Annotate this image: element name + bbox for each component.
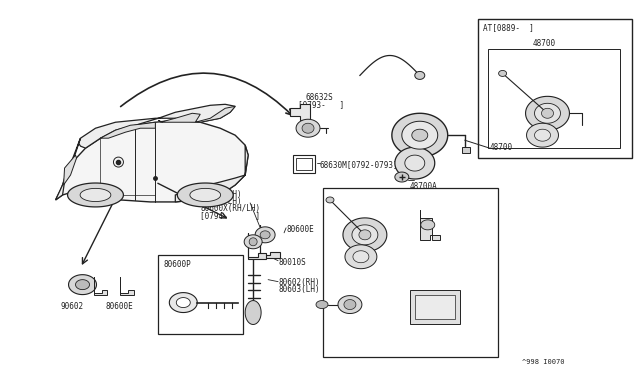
Polygon shape (290, 104, 310, 120)
Polygon shape (405, 155, 425, 171)
Text: AT[0889-  ]: AT[0889- ] (483, 23, 534, 33)
Polygon shape (190, 188, 221, 202)
Polygon shape (195, 106, 235, 122)
Polygon shape (255, 227, 275, 243)
Polygon shape (296, 119, 320, 137)
Polygon shape (412, 129, 428, 141)
Text: 80603(LH): 80603(LH) (278, 285, 320, 294)
Text: 48700: 48700 (490, 143, 513, 152)
Polygon shape (499, 70, 507, 76)
Polygon shape (344, 299, 356, 310)
Polygon shape (343, 218, 387, 252)
Bar (158, 255, 243, 334)
Polygon shape (177, 183, 233, 207)
Polygon shape (353, 251, 369, 263)
Polygon shape (541, 108, 554, 118)
Polygon shape (338, 296, 362, 314)
Polygon shape (345, 245, 377, 269)
Bar (410, 290, 460, 324)
Polygon shape (316, 301, 328, 308)
Polygon shape (352, 225, 378, 245)
Text: 80602(RH): 80602(RH) (278, 278, 320, 287)
Text: 80600E: 80600E (106, 302, 133, 311)
Polygon shape (175, 145, 248, 202)
Polygon shape (395, 172, 409, 182)
Polygon shape (79, 104, 235, 148)
Polygon shape (249, 238, 257, 246)
Bar (415, 295, 454, 320)
Polygon shape (527, 123, 559, 147)
Polygon shape (63, 155, 77, 185)
Polygon shape (260, 225, 280, 258)
Polygon shape (402, 121, 438, 149)
Text: 68632S: 68632S (305, 93, 333, 102)
Polygon shape (420, 220, 435, 230)
Polygon shape (359, 230, 371, 240)
Text: 80010S: 80010S (278, 258, 306, 267)
Polygon shape (95, 277, 108, 295)
Text: 80600P: 80600P (163, 260, 191, 269)
Polygon shape (176, 298, 190, 308)
Polygon shape (68, 183, 124, 207)
Polygon shape (248, 233, 266, 259)
Text: 48700A: 48700A (410, 182, 438, 191)
Polygon shape (56, 138, 81, 200)
Text: 80600E: 80600E (286, 225, 314, 234)
Polygon shape (158, 113, 200, 122)
Polygon shape (245, 301, 261, 324)
Text: 80600(RH): 80600(RH) (200, 190, 242, 199)
Polygon shape (326, 197, 334, 203)
Polygon shape (534, 103, 561, 123)
Text: [0794-      ]: [0794- ] (200, 211, 260, 220)
Text: ^998 I0070: ^998 I0070 (522, 359, 564, 365)
Polygon shape (415, 71, 425, 79)
Text: 68630M[0792-0793]: 68630M[0792-0793] (320, 160, 399, 169)
Polygon shape (100, 122, 156, 138)
Bar (488, 48, 620, 148)
Text: [0793-   ]: [0793- ] (298, 100, 344, 109)
Polygon shape (525, 96, 570, 130)
Polygon shape (68, 275, 97, 295)
Text: 48700: 48700 (532, 39, 556, 48)
Text: 80601(LH): 80601(LH) (200, 197, 242, 206)
Polygon shape (392, 113, 448, 157)
Polygon shape (420, 210, 440, 240)
Polygon shape (76, 280, 90, 290)
Bar (477, 19, 632, 158)
Text: 90602: 90602 (61, 302, 84, 311)
Polygon shape (120, 277, 134, 295)
Polygon shape (260, 231, 270, 239)
Polygon shape (395, 147, 435, 179)
Bar (461, 147, 470, 153)
Bar (323, 188, 498, 357)
Polygon shape (56, 120, 248, 202)
Bar (293, 155, 315, 173)
Polygon shape (170, 293, 197, 312)
Polygon shape (534, 129, 550, 141)
Polygon shape (302, 123, 314, 133)
Bar (296, 158, 312, 170)
Text: 80600X(RH/LH): 80600X(RH/LH) (200, 204, 260, 213)
Polygon shape (80, 188, 111, 202)
Polygon shape (244, 235, 262, 249)
